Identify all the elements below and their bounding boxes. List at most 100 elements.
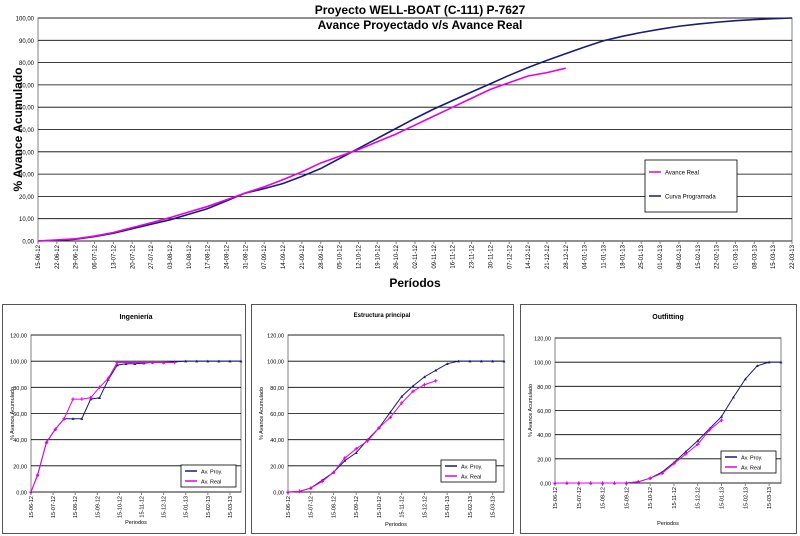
y-tick-label: 100,00 — [10, 360, 27, 366]
main-chart: 0,00 10,00 20,00 30,00 40,00 50,00 60,00 70,00 8… — [11, 3, 796, 290]
x-tick-label: 15-02-13 — [468, 496, 474, 518]
data-point-real — [433, 378, 438, 383]
chart-title: Proyecto WELL-BOAT (C-111) P-7627 — [315, 3, 526, 17]
x-tick-label: 15-11-12 — [672, 487, 678, 509]
x-tick-label: 30-11-12 — [488, 244, 494, 268]
data-point-projected — [743, 377, 747, 381]
y-tick-label: 120,00 — [534, 337, 551, 343]
y-tick-label: 60,00 — [13, 412, 27, 418]
x-tick-label: 15-07-12 — [577, 487, 583, 509]
data-point-projected — [239, 359, 243, 363]
x-tick-label: 19-10-12 — [375, 244, 381, 269]
y-tick-label: 100,00 — [534, 361, 551, 367]
x-tick-label: 15-10-12 — [117, 496, 123, 518]
estructura-chart-panel: 0,00 20,00 40,00 60,00 80,00 100,00 120,00 15-0… — [251, 304, 514, 534]
x-tick-label: 15-12-12 — [696, 487, 702, 509]
data-point-real — [320, 479, 324, 484]
data-point-projected — [720, 415, 724, 418]
data-point-projected — [445, 362, 449, 365]
x-tick-label: 15-09-12 — [354, 496, 360, 518]
y-tick-label: 70,00 — [19, 83, 35, 89]
x-tick-label: 31-08-12 — [243, 244, 249, 269]
data-point-real — [62, 416, 66, 421]
data-point-real — [80, 397, 84, 401]
y-tick-label: 60,00 — [19, 106, 35, 112]
data-point-real — [399, 401, 404, 405]
data-point-real — [588, 481, 593, 485]
y-tick-label: 0,00 — [273, 491, 284, 497]
data-point-projected — [80, 417, 84, 420]
x-tick-label: 08-03-13 — [752, 244, 758, 269]
data-point-real — [624, 481, 629, 485]
data-point-real — [172, 360, 177, 365]
x-tick-label: 15-01-13 — [445, 496, 451, 518]
data-point-real — [684, 452, 688, 456]
data-point-projected — [217, 359, 221, 363]
x-tick-label: 15-10-12 — [648, 487, 654, 509]
y-axis-label: % Avance Acumulado — [11, 67, 25, 191]
data-point-real — [124, 360, 128, 365]
data-point-real — [343, 456, 347, 460]
y-tick-label: 40,00 — [13, 438, 27, 444]
data-point-real — [115, 360, 120, 365]
x-tick-label: 15-06-12 — [36, 244, 42, 269]
data-point-real — [354, 447, 359, 451]
x-tick-label: 15-06-12 — [29, 496, 35, 518]
data-point-projected — [468, 359, 472, 363]
x-tick-label: 16-11-12 — [451, 244, 457, 268]
x-axis-label: Periodos — [385, 522, 407, 528]
x-tick-label: 24-08-12 — [225, 244, 231, 269]
data-point-projected — [755, 364, 759, 367]
data-point-real — [161, 360, 166, 365]
x-tick-label: 07-12-12 — [507, 244, 513, 269]
x-tick-label: 15-12-12 — [162, 496, 168, 518]
x-tick-label: 15-11-12 — [400, 496, 406, 518]
x-tick-label: 22-03-13 — [790, 244, 796, 269]
y-tick-label: 0,00 — [16, 491, 27, 497]
x-tick-label: 15-07-12 — [309, 496, 315, 518]
data-point-projected — [400, 394, 404, 398]
data-point-projected — [767, 360, 771, 364]
series-line-real — [287, 380, 436, 493]
series-line-projected — [37, 17, 793, 242]
y-tick-label: 30,00 — [19, 173, 35, 179]
data-point-real — [133, 360, 137, 365]
chart-title: Ingeniería — [119, 314, 152, 321]
x-tick-label: 15-08-12 — [331, 496, 337, 518]
legend-box — [644, 159, 738, 213]
x-tick-label: 21-12-12 — [545, 244, 551, 269]
y-tick-label: 90,00 — [19, 39, 35, 45]
data-point-projected — [479, 359, 483, 363]
x-axis-label: Periodos — [657, 521, 679, 527]
chart-title: Outfitting — [652, 314, 684, 321]
data-point-projected — [696, 439, 700, 442]
data-point-projected — [98, 396, 102, 399]
data-point-real — [53, 427, 58, 431]
data-point-real — [286, 490, 290, 494]
legend-label: Av. Real — [741, 466, 761, 472]
y-axis-label: % Avance Acumulado — [10, 387, 16, 440]
legend-label: Av. Proy. — [461, 465, 483, 471]
legend-label: Avance Real — [665, 171, 699, 177]
ingenieria-chart: 0,00 20,00 40,00 60,00 80,00 100,00 120,00 15-0… — [10, 314, 243, 526]
x-tick-label: 15-09-12 — [624, 487, 630, 509]
x-tick-label: 02-11-12 — [413, 244, 419, 268]
data-point-projected — [434, 368, 438, 372]
y-tick-label: 40,00 — [270, 438, 284, 444]
y-tick-label: 0,00 — [540, 482, 551, 488]
x-tick-label: 22-06-12 — [55, 244, 61, 269]
x-tick-label: 22-02-13 — [715, 244, 721, 269]
data-point-projected — [411, 384, 415, 388]
x-tick-label: 15-02-13 — [743, 487, 749, 509]
y-tick-label: 120,00 — [267, 334, 284, 340]
data-point-projected — [71, 417, 75, 420]
x-tick-label: 15-03-13 — [228, 496, 234, 518]
data-point-real — [636, 479, 641, 484]
y-tick-label: 60,00 — [537, 409, 551, 415]
x-tick-label: 29-06-12 — [74, 244, 80, 269]
data-point-real — [660, 471, 664, 476]
x-tick-label: 18-01-13 — [620, 244, 626, 269]
legend-label: Av. Real — [201, 480, 221, 486]
data-point-real — [672, 461, 676, 466]
data-point-projected — [491, 359, 495, 363]
